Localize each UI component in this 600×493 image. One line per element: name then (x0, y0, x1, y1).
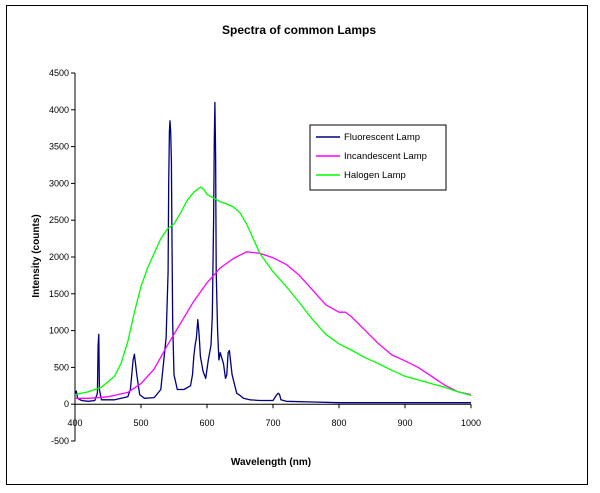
x-tick-label: 600 (199, 418, 214, 428)
plot-area: -500 0 500 1000 1500 2000 2500 3000 3500 4000 4500… (49, 68, 481, 446)
series-line-fluorescent-lamp (74, 101, 471, 404)
y-tick-label: 3000 (49, 178, 69, 188)
x-axis-title: Wavelength (nm) (231, 457, 311, 468)
series-line-halogen-lamp (74, 186, 472, 397)
y-axis-title: Intensity (counts) (31, 214, 42, 297)
y-tick-label: -500 (51, 436, 69, 446)
y-tick-label: 1500 (49, 289, 69, 299)
x-tick-label: 900 (397, 418, 412, 428)
y-tick-label: 0 (64, 399, 69, 409)
y-tick-label: 4500 (49, 68, 69, 78)
legend-label-incandescent-lamp: Incandescent Lamp (344, 151, 427, 162)
x-tick-label: 800 (331, 418, 346, 428)
legend-box (309, 124, 447, 191)
x-tick-label: 700 (265, 418, 280, 428)
x-tick-label: 500 (133, 418, 148, 428)
y-tick-label: 500 (54, 362, 69, 372)
y-tick-label: 2500 (49, 215, 69, 225)
legend-label-fluorescent-lamp: Fluorescent Lamp (344, 132, 420, 143)
x-tick-label: 400 (67, 418, 82, 428)
y-tick-label: 2000 (49, 252, 69, 262)
legend: Fluorescent Lamp Incandescent Lamp Halogen… (309, 124, 447, 191)
y-tick-label: 1000 (49, 326, 69, 336)
chart-title: Spectra of common Lamps (222, 23, 376, 37)
x-tick-label: 1000 (461, 418, 481, 428)
y-tick-label: 4000 (49, 105, 69, 115)
legend-label-halogen-lamp: Halogen Lamp (344, 170, 406, 181)
chart-frame: Spectra of common Lamps -500 0 500 1000 1500… (6, 5, 588, 485)
chart-svg: Spectra of common Lamps -500 0 500 1000 1500… (31, 23, 481, 468)
y-tick-label: 3500 (49, 142, 69, 152)
series-line-incandescent-lamp (75, 251, 472, 399)
